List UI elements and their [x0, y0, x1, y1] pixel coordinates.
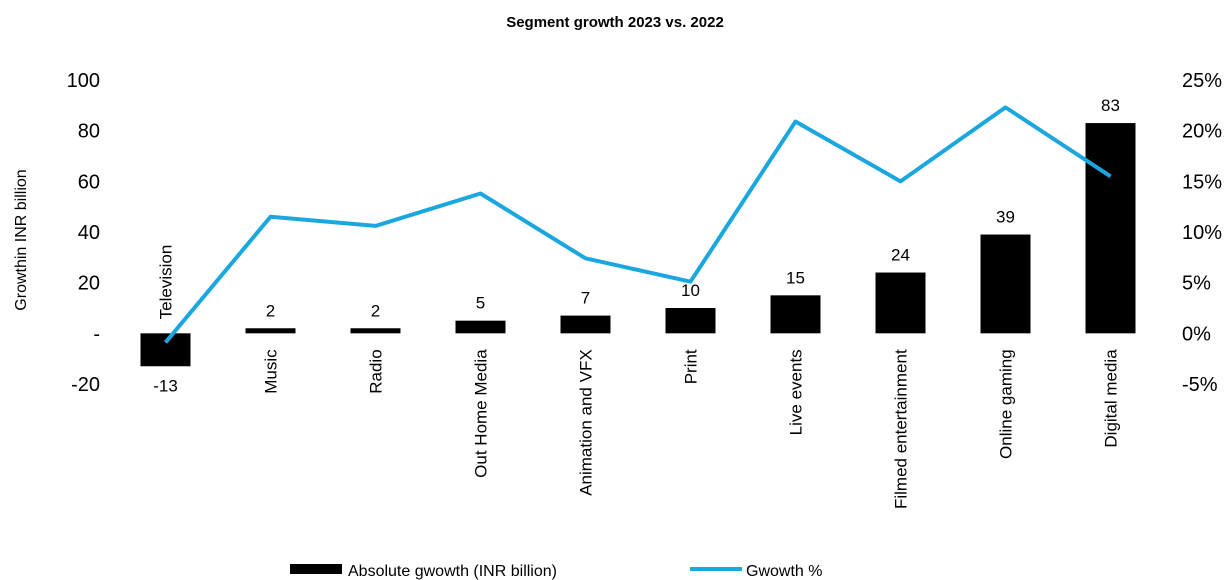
legend-swatch [290, 564, 342, 574]
data-label: 2 [266, 301, 275, 320]
y-tick-label: 60 [78, 171, 100, 193]
y-tick-label: 100 [67, 70, 100, 92]
bar [875, 272, 926, 334]
x-tick-label: Filmed entertainment [892, 349, 911, 509]
bar [560, 315, 611, 334]
y-tick-label: 40 [78, 222, 100, 244]
bar [350, 328, 401, 334]
x-tick-label: Digital media [1102, 349, 1121, 448]
line [163, 105, 1112, 344]
data-label: 83 [1101, 96, 1120, 115]
x-tick-label: Online gaming [997, 349, 1016, 459]
x-tick-label: Television [157, 245, 176, 320]
legend-label: Gwowth % [746, 563, 822, 580]
bar [245, 328, 296, 334]
x-tick-label: Print [682, 349, 701, 384]
data-label: 39 [996, 208, 1015, 227]
data-label: 15 [786, 268, 805, 287]
chart-title: Segment growth 2023 vs. 2022 [506, 14, 724, 31]
bar [980, 234, 1031, 334]
y-tick-label: 80 [78, 121, 100, 143]
bar [665, 308, 716, 334]
x-tick-label: Radio [367, 349, 386, 393]
bar [1085, 123, 1136, 334]
bar [140, 333, 191, 367]
bar [455, 320, 506, 334]
y2-tick-label: 25% [1182, 70, 1222, 92]
y-tick-label: -20 [71, 374, 100, 396]
y2-tick-label: -5% [1182, 374, 1218, 396]
y2-tick-label: 10% [1182, 222, 1222, 244]
x-tick-label: Music [262, 349, 281, 394]
data-label: 5 [476, 294, 485, 313]
y-axis-title: Growthin INR billion [13, 169, 30, 310]
x-tick-label: Out Home Media [472, 349, 491, 478]
x-tick-label: Live events [787, 349, 806, 435]
legend-label: Absolute gwowth (INR billion) [348, 563, 557, 580]
data-label: 2 [371, 301, 380, 320]
data-label: 10 [681, 281, 700, 300]
x-tick-label: Animation and VFX [577, 349, 596, 495]
data-label: 24 [891, 246, 910, 265]
y-tick-label: - [93, 323, 100, 345]
y2-tick-label: 20% [1182, 121, 1222, 143]
y2-tick-label: 5% [1182, 273, 1211, 295]
data-label: 7 [581, 289, 590, 308]
bar [770, 295, 821, 334]
y2-tick-label: 15% [1182, 171, 1222, 193]
data-label: -13 [153, 376, 178, 395]
y-tick-label: 20 [78, 273, 100, 295]
y2-tick-label: 0% [1182, 323, 1211, 345]
